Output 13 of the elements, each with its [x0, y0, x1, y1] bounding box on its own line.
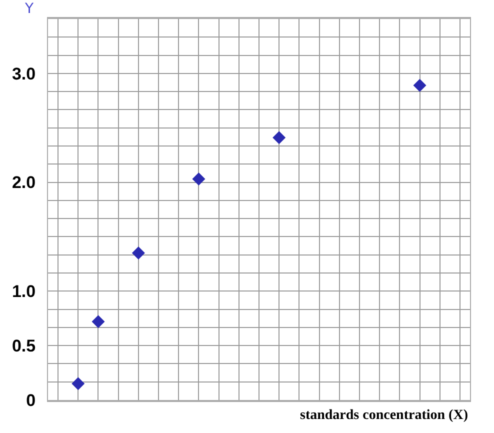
y-tick-label: 0 — [26, 390, 36, 410]
point — [72, 377, 85, 390]
point — [132, 246, 145, 260]
x-axis-title: standards concentration (X) — [300, 408, 468, 423]
y-axis-title: Y — [24, 1, 34, 17]
point — [192, 172, 206, 186]
y-tick-label: 2.0 — [12, 173, 36, 192]
y-tick-label: 1.0 — [12, 282, 36, 302]
point — [272, 131, 286, 144]
point — [413, 78, 426, 92]
y-tick-label: 3.0 — [12, 64, 36, 84]
y-tick-label: 0.5 — [12, 336, 36, 356]
point — [92, 315, 105, 328]
